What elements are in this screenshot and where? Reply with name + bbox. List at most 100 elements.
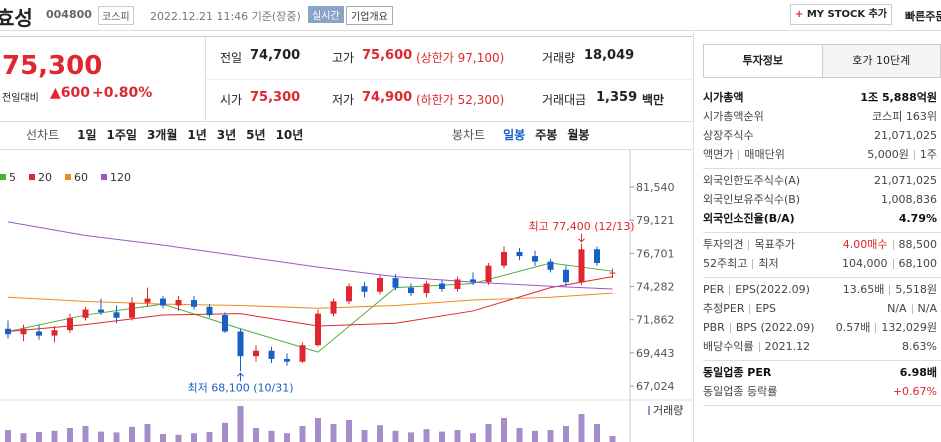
label-part: 시가총액순위	[703, 110, 764, 123]
value-part: N/A	[887, 302, 907, 315]
candle-body	[299, 345, 306, 362]
item-note: (상한가 97,100)	[416, 51, 505, 65]
label-part: 동일업종 등락률	[703, 385, 778, 398]
invest-row: 추정PER EPS N/A N/A	[703, 299, 941, 318]
tab-bar: 선차트 1일 1주일 3개월 1년 3년 5년 10년 봉차트 일봉 주봉 월봉	[0, 121, 693, 150]
candle-body	[485, 265, 492, 283]
row-value: 21,071,025	[874, 171, 937, 190]
y-tick-label: 79,121	[636, 214, 675, 227]
candle-body	[439, 283, 445, 290]
value-part: 6.98배	[899, 366, 937, 379]
row-label: 동일업종 PER	[703, 366, 771, 379]
volume-bar	[377, 425, 383, 442]
candle-body	[284, 358, 290, 362]
tab[interactable]: 1주일	[106, 128, 137, 142]
row-value: 6.98배	[900, 363, 937, 382]
separator	[729, 285, 731, 295]
invest-row: 시가총액 1조 5,888억원	[703, 88, 941, 107]
item-label: 거래량	[542, 51, 576, 65]
row-value: N/A N/A	[887, 299, 937, 318]
row-value: +0.67%	[893, 382, 937, 401]
row-label: 동일업종 등락률	[703, 385, 777, 398]
candle-body	[470, 279, 476, 283]
label-part: EPS	[755, 302, 777, 315]
row-label: 시가총액	[703, 91, 743, 104]
separator	[738, 150, 740, 160]
candle-body	[206, 306, 213, 316]
separator	[729, 323, 731, 333]
label-part: PER	[703, 283, 725, 296]
tab[interactable]: 3년	[216, 128, 237, 142]
row-value: 4.00매수 88,500	[843, 235, 937, 254]
volume-bar	[454, 430, 461, 442]
stock-code: 004800	[46, 8, 92, 21]
label-part: 추정PER	[703, 302, 745, 315]
item-label: 전일	[220, 51, 243, 65]
tab[interactable]: 1년	[187, 128, 207, 142]
volume-bar	[315, 418, 321, 442]
row-value: 4.79%	[899, 209, 937, 228]
candle-body	[82, 309, 89, 318]
row-value: 5,000원 1주	[867, 145, 937, 164]
item-label: 고가	[332, 51, 355, 65]
tab[interactable]: 5년	[246, 128, 266, 142]
row-label: 배당수익률 2021.12	[703, 340, 810, 353]
candle-body	[98, 309, 104, 313]
volume-bar	[516, 428, 523, 442]
tab[interactable]: 일봉	[503, 128, 526, 142]
legend-label: 60	[74, 171, 88, 184]
row-label: PER EPS(2022.09)	[703, 283, 810, 296]
invest-row: 외국인소진율(B/A) 4.79%	[703, 209, 941, 228]
value-part: 8.63%	[902, 340, 937, 353]
tab[interactable]: 주봉	[535, 128, 558, 142]
row-value: 0.57배 132,029원	[836, 318, 937, 337]
item-label: 저가	[332, 93, 355, 107]
value-part: 13.65배	[842, 283, 885, 296]
item-note: 백만	[642, 93, 665, 107]
tab[interactable]: 10년	[275, 128, 304, 142]
mystock-button[interactable]: + MY STOCK 추가	[790, 4, 892, 25]
invest-row: PER EPS(2022.09) 13.65배 5,518원	[703, 280, 941, 299]
tab[interactable]: 월봉	[567, 128, 590, 142]
quick-order[interactable]: 빠른주문	[905, 10, 941, 23]
volume-bar	[408, 432, 414, 442]
candle-body	[454, 279, 461, 290]
y-tick-label: 74,282	[636, 281, 675, 294]
volume-bar	[547, 430, 554, 442]
low-label: 최저 68,100 (10/31)	[187, 381, 293, 394]
realtime[interactable]: 실시간	[308, 6, 344, 23]
arrow	[237, 372, 244, 382]
legend-swatch	[65, 174, 71, 180]
tab[interactable]: 호가 10단계	[821, 45, 940, 77]
label-part: 상장주식수	[703, 129, 754, 142]
tab[interactable]: 투자정보	[704, 45, 822, 77]
volume-bar	[20, 433, 27, 442]
volume-bar	[299, 426, 306, 442]
chart: 81,540 79,121 76,701 74,282 71,862 69,443 67,0…	[0, 150, 693, 442]
value-part: 0.57배	[835, 321, 871, 334]
volume-bar	[98, 431, 104, 442]
volume-bar	[423, 429, 430, 442]
tab[interactable]: 1일	[77, 128, 97, 142]
divider	[205, 37, 206, 121]
candle-body	[67, 317, 73, 331]
label-part: 액면가	[703, 148, 734, 161]
volume-bar	[268, 430, 275, 442]
separator	[911, 304, 913, 314]
legend-swatch	[101, 174, 107, 180]
tab[interactable]: 3개월	[146, 128, 178, 142]
value-part: 104,000	[842, 257, 888, 270]
separator	[875, 323, 877, 333]
volume-bar	[51, 430, 58, 442]
time: 2022.12.21 11:46 기준(장중)	[150, 10, 301, 23]
value-part: 21,071,025	[874, 129, 937, 142]
invest-groups: 시가총액 1조 5,888억원 시가총액순위 코스피 163위 상장주식수 21,071,…	[703, 78, 941, 406]
row-value: 13.65배 5,518원	[843, 280, 937, 299]
item-value: 75,300	[250, 90, 301, 105]
row-label: 상장주식수	[703, 129, 754, 142]
overview-button[interactable]: 기업개요	[346, 6, 393, 25]
separator	[892, 259, 894, 269]
label-part: 목표주가	[754, 238, 795, 251]
